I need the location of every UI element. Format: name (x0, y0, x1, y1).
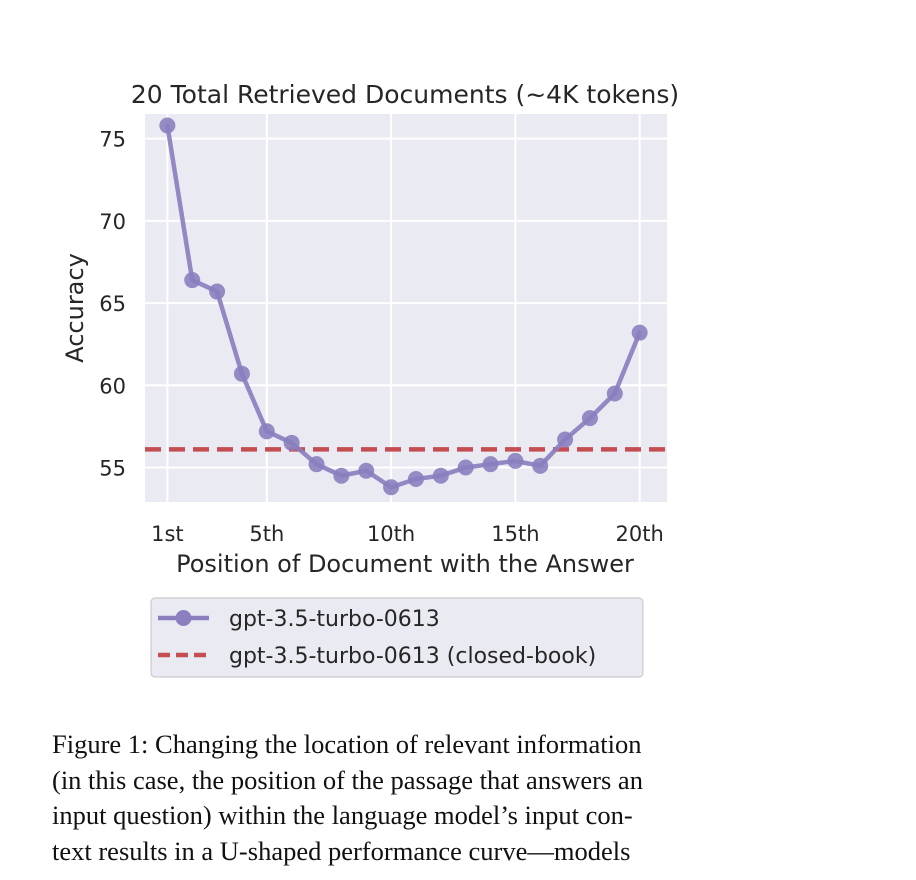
data-point (532, 457, 549, 474)
data-point (209, 283, 226, 300)
data-point (308, 456, 325, 473)
x-axis-label: Position of Document with the Answer (176, 550, 634, 578)
chart-title: 20 Total Retrieved Documents (~4K tokens… (131, 80, 679, 109)
series-marker-layer (159, 117, 648, 496)
legend-marker-swatch (175, 610, 192, 626)
accuracy-line-chart: 20 Total Retrieved Documents (~4K tokens… (61, 80, 679, 678)
data-point (407, 470, 424, 487)
data-point (283, 434, 300, 451)
data-point (233, 365, 250, 382)
y-tick-label: 70 (99, 210, 126, 234)
x-tick-labels: 1st 5th 10th 15th 20th (151, 522, 664, 546)
y-tick-label: 65 (99, 292, 126, 316)
x-tick-label: 15th (491, 522, 539, 546)
x-tick-label: 1st (151, 522, 184, 546)
data-point (333, 467, 350, 484)
x-gridlines (166, 114, 641, 502)
data-point (606, 385, 623, 402)
data-point (184, 272, 201, 289)
y-tick-label: 60 (99, 374, 126, 398)
caption-line: input question) within the language mode… (52, 800, 633, 830)
caption-line: Figure 1: Changing the location of relev… (52, 729, 642, 759)
caption-line: text results in a U-shaped performance c… (52, 835, 631, 866)
figure-caption: Figure 1: Changing the location of relev… (52, 727, 732, 869)
y-gridlines (145, 137, 667, 469)
legend-label-closed-book: gpt-3.5-turbo-0613 (closed-book) (229, 644, 596, 669)
y-tick-label: 75 (99, 128, 126, 152)
x-tick-label: 5th (249, 522, 284, 546)
x-tick-label: 10th (367, 522, 415, 546)
legend-box (150, 597, 644, 678)
caption-line: (in this case, the position of the passa… (52, 764, 643, 795)
legend-label-gpt: gpt-3.5-turbo-0613 (229, 607, 440, 632)
y-axis-label: Accuracy (61, 253, 89, 363)
data-point (358, 462, 375, 479)
y-tick-labels: 55 60 65 70 75 (99, 128, 126, 481)
data-point (581, 410, 598, 427)
data-point (159, 117, 176, 134)
plot-area (145, 114, 667, 502)
data-point (258, 423, 275, 440)
data-point (432, 467, 449, 484)
y-tick-label: 55 (99, 456, 126, 480)
data-point (457, 459, 474, 476)
data-point (557, 431, 574, 448)
data-point (631, 324, 648, 341)
legend: gpt-3.5-turbo-0613 gpt-3.5-turbo-0613 (c… (150, 597, 644, 678)
data-point (383, 479, 400, 496)
data-point (482, 456, 499, 473)
data-point (507, 452, 524, 469)
x-tick-label: 20th (616, 522, 664, 546)
